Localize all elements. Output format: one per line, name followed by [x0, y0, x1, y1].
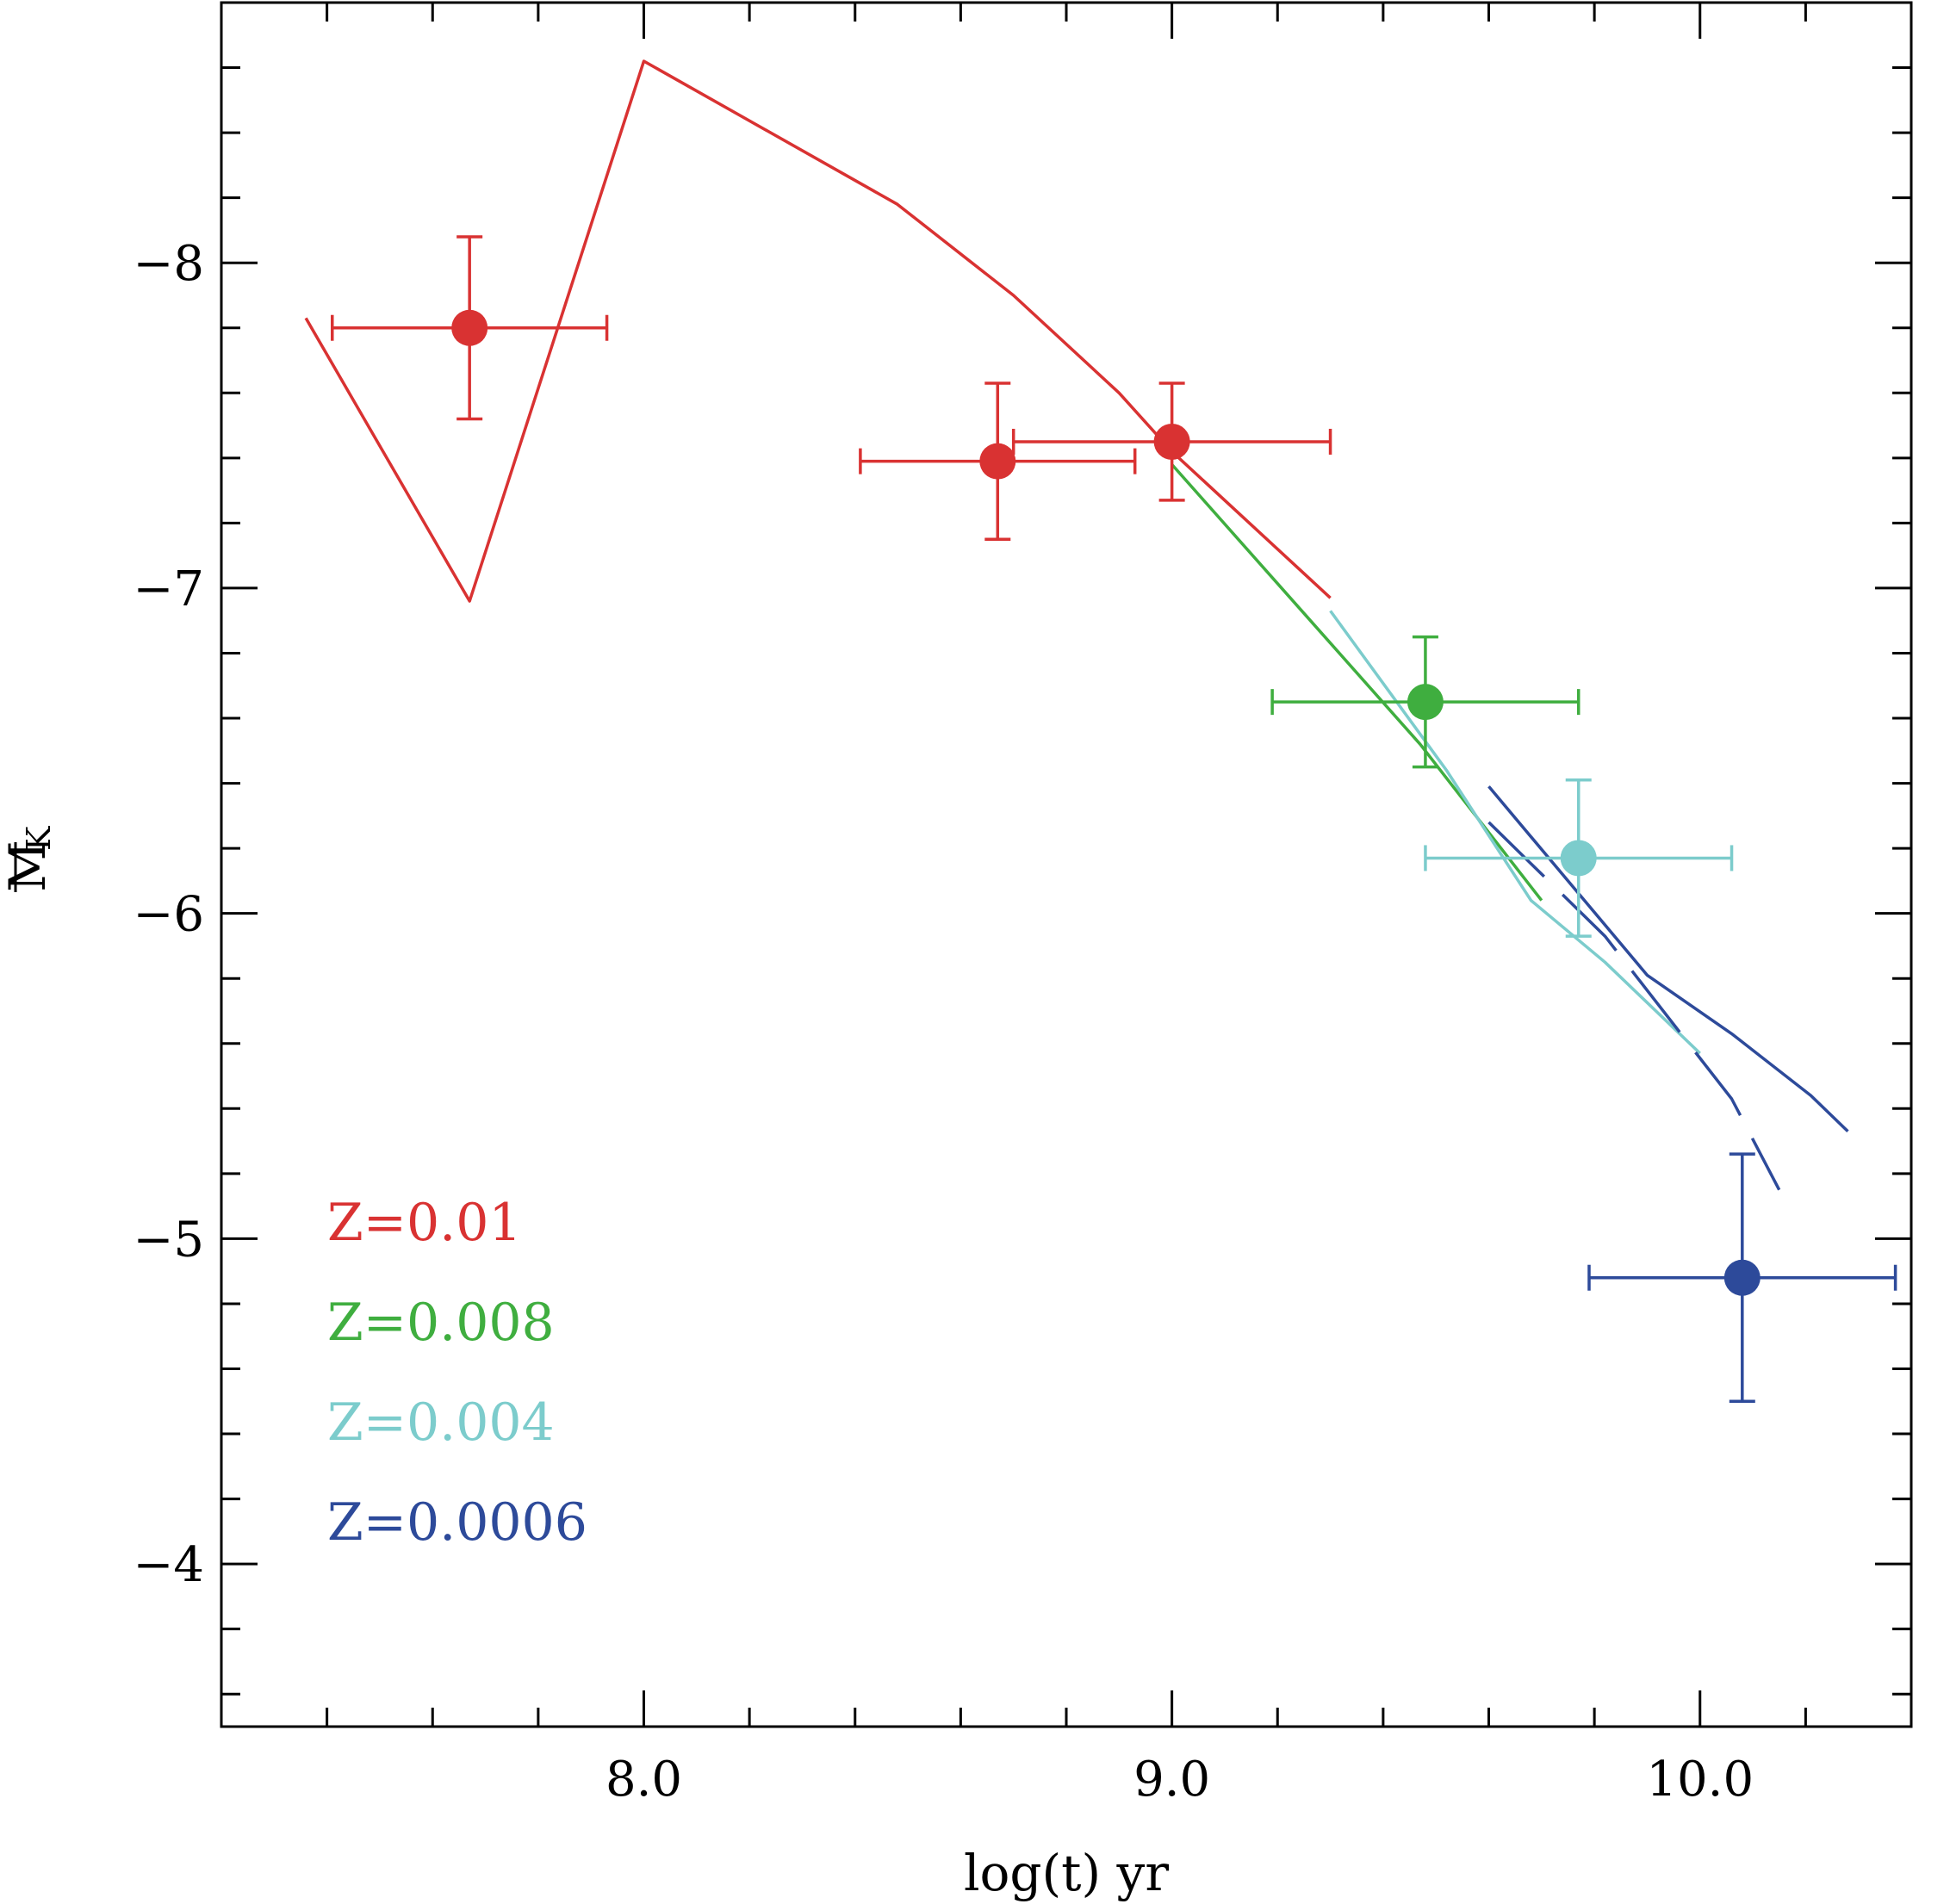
legend-entry-4: Z=0.0006	[327, 1492, 587, 1553]
y-tick-label: −6	[133, 887, 204, 943]
series-points	[331, 235, 1897, 1404]
y-axis-ticks	[221, 66, 1911, 1696]
legend-entry-3: Z=0.004	[327, 1392, 555, 1453]
x-tick-label: 10.0	[1646, 1752, 1754, 1808]
x-axis-title: log(t) yr	[964, 1844, 1169, 1902]
data-point-group	[859, 381, 1137, 542]
data-point-marker	[1407, 684, 1444, 721]
y-tick-labels: −8 −7 −6 −5 −4	[133, 236, 204, 1593]
x-tick-labels: 8.0 9.0 10.0	[605, 1752, 1754, 1808]
x-axis-ticks	[326, 3, 1807, 1727]
x-tick-label: 9.0	[1133, 1752, 1210, 1808]
series-line-3	[1329, 610, 1701, 1055]
data-point-marker	[1560, 840, 1597, 877]
data-point-marker	[1723, 1259, 1761, 1296]
data-point-group	[1011, 381, 1332, 502]
legend-entry-1: Z=0.01	[327, 1193, 522, 1253]
y-tick-label: −4	[133, 1537, 204, 1593]
data-point-group	[1270, 635, 1580, 769]
data-point-marker	[451, 309, 488, 346]
data-point-group	[1587, 1152, 1897, 1404]
y-tick-label: −8	[133, 236, 204, 292]
plot-frame	[220, 1, 1913, 1728]
data-point-group	[1424, 778, 1734, 938]
y-tick-label: −7	[133, 561, 204, 617]
y-axis-title-sub: K	[20, 826, 58, 851]
data-point-marker	[1153, 423, 1190, 460]
series-line-4-dashed	[1487, 821, 1781, 1191]
y-tick-label: −5	[133, 1212, 204, 1268]
y-axis-title-main: M	[0, 841, 57, 892]
legend-entry-2: Z=0.008	[327, 1293, 555, 1353]
y-axis-title: M K	[0, 826, 58, 892]
data-point-group	[331, 235, 609, 421]
legend: Z=0.01 Z=0.008 Z=0.004 Z=0.0006	[327, 1193, 587, 1553]
data-point-marker	[979, 443, 1016, 480]
series-lines	[304, 59, 1849, 1191]
series-line-2	[1171, 463, 1543, 902]
x-tick-label: 8.0	[605, 1752, 682, 1808]
series-line-4	[1487, 785, 1849, 1132]
